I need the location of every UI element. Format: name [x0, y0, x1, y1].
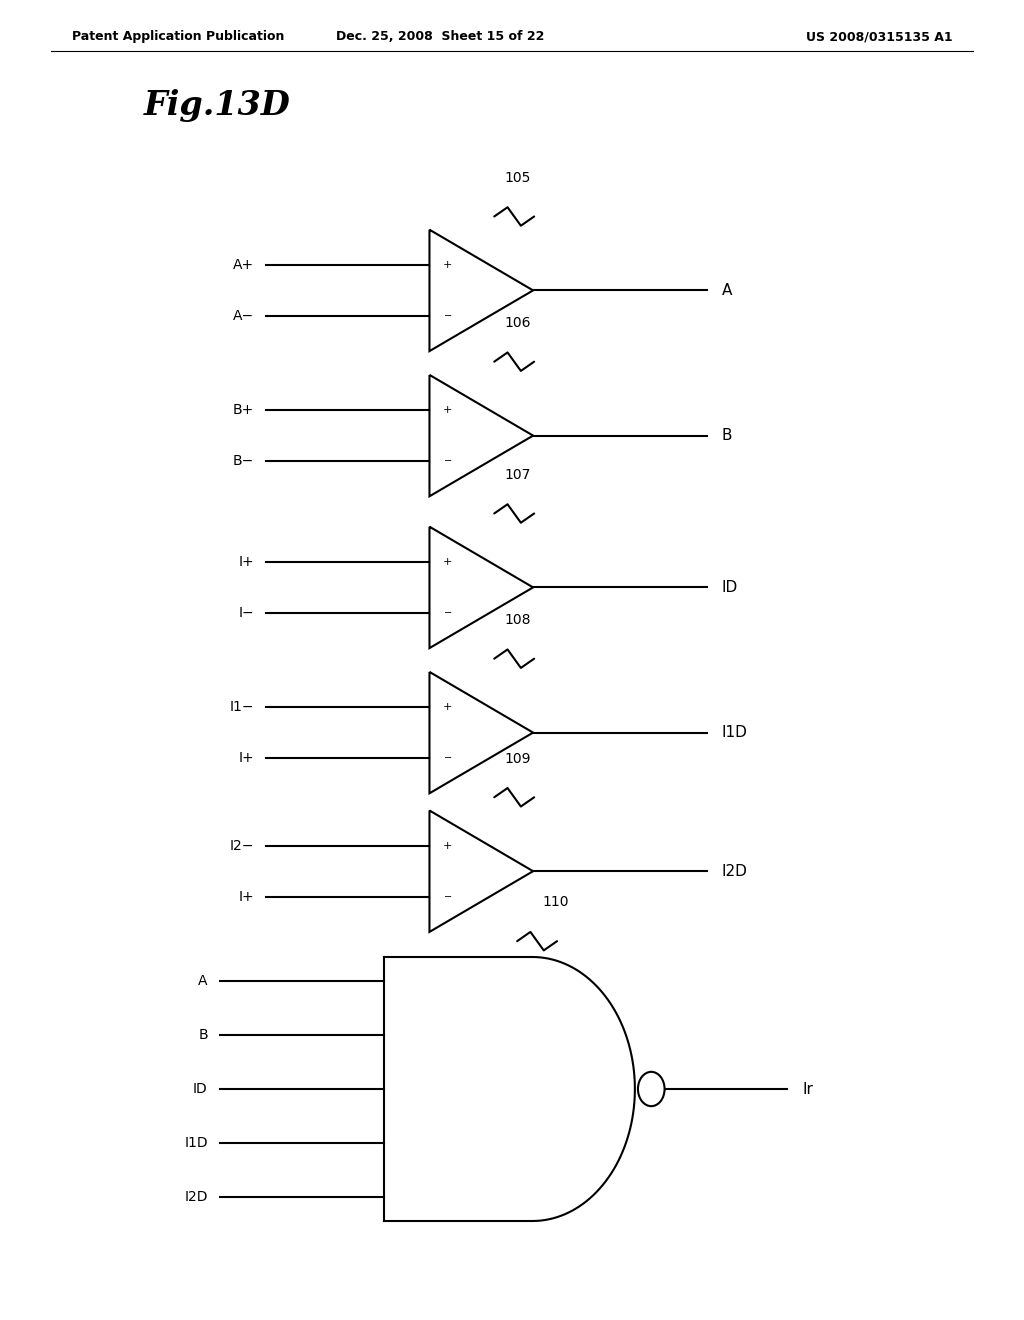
Text: US 2008/0315135 A1: US 2008/0315135 A1 [806, 30, 952, 44]
Text: I+: I+ [239, 554, 254, 569]
Text: +: + [443, 260, 453, 269]
Text: I+: I+ [239, 890, 254, 904]
Text: B: B [199, 1028, 208, 1041]
Text: A: A [199, 974, 208, 987]
Text: B−: B− [232, 454, 254, 469]
Text: I1D: I1D [184, 1137, 208, 1150]
Text: −: − [443, 457, 452, 466]
Text: −: − [443, 754, 452, 763]
Text: B+: B+ [232, 403, 254, 417]
Text: 106: 106 [505, 315, 531, 330]
Text: I2−: I2− [229, 838, 254, 853]
Text: I2D: I2D [184, 1191, 208, 1204]
Text: 109: 109 [505, 751, 531, 766]
Text: A: A [722, 282, 732, 298]
Text: +: + [443, 405, 453, 414]
Text: I2D: I2D [722, 863, 748, 879]
Text: ID: ID [194, 1082, 208, 1096]
Text: −: − [443, 609, 452, 618]
Text: B: B [722, 428, 732, 444]
Text: Dec. 25, 2008  Sheet 15 of 22: Dec. 25, 2008 Sheet 15 of 22 [336, 30, 545, 44]
Text: 108: 108 [505, 612, 531, 627]
Text: I1D: I1D [722, 725, 748, 741]
Text: 107: 107 [505, 467, 530, 482]
Text: I1−: I1− [229, 700, 254, 714]
Text: 105: 105 [505, 170, 530, 185]
Text: Patent Application Publication: Patent Application Publication [72, 30, 284, 44]
Text: 110: 110 [543, 895, 569, 909]
Text: −: − [443, 892, 452, 902]
Text: I−: I− [239, 606, 254, 620]
Text: I+: I+ [239, 751, 254, 766]
Text: A+: A+ [232, 257, 254, 272]
Text: +: + [443, 702, 453, 711]
Text: ID: ID [722, 579, 738, 595]
Text: +: + [443, 841, 453, 850]
Text: Fig.13D: Fig.13D [143, 88, 290, 121]
Text: Ir: Ir [803, 1081, 814, 1097]
Text: A−: A− [232, 309, 254, 323]
Text: +: + [443, 557, 453, 566]
Text: −: − [443, 312, 452, 321]
